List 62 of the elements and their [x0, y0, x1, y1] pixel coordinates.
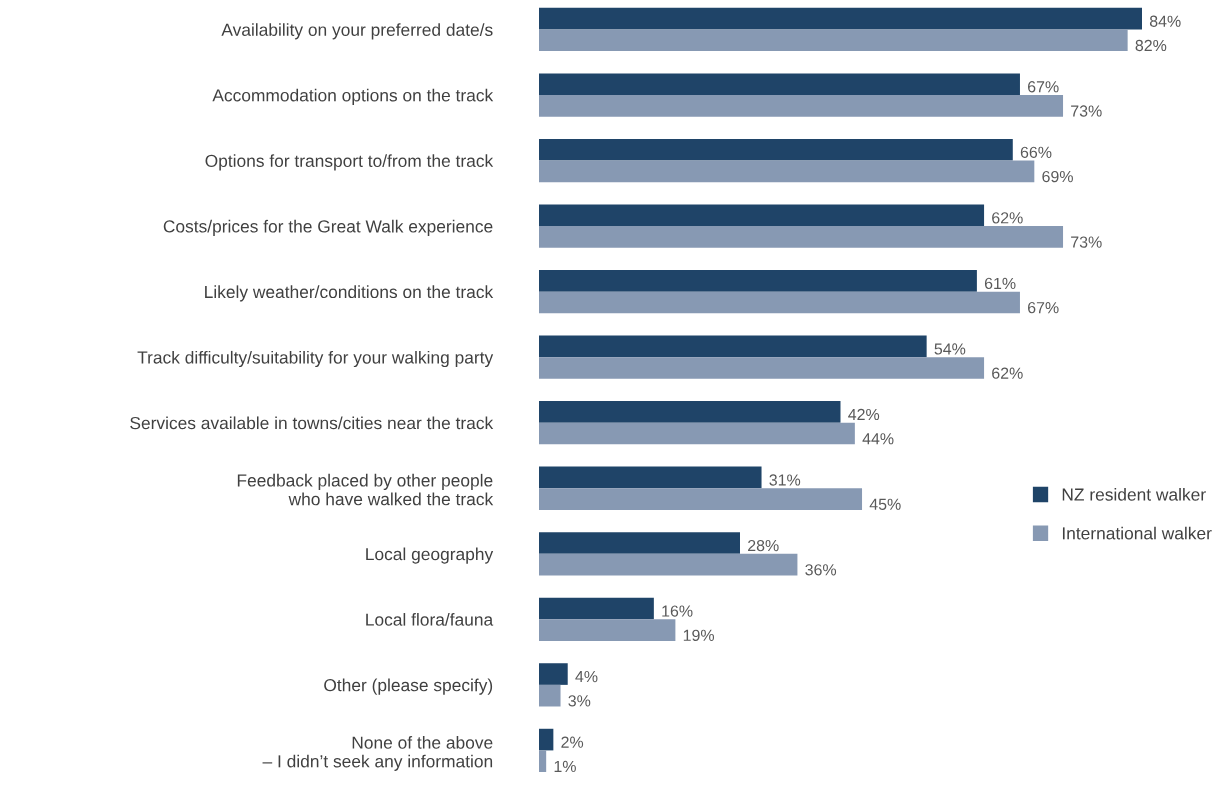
bar [539, 401, 841, 423]
data-label: 4% [575, 671, 598, 683]
bar [539, 684, 561, 707]
data-label: 62% [992, 212, 1023, 224]
bar [539, 291, 1020, 314]
bar [539, 95, 1064, 117]
bar [539, 160, 1035, 183]
bar [539, 750, 547, 773]
data-label: 3% [568, 695, 591, 707]
y-tick-label: Track difficulty/suitability for your walking party [137, 350, 494, 368]
data-label: 67% [1028, 301, 1059, 314]
data-label: 61% [984, 277, 1016, 290]
bar [539, 335, 927, 358]
y-tick-label: Accommodation options on the track [212, 88, 494, 105]
bar [539, 73, 1020, 96]
data-label: 73% [1071, 105, 1102, 117]
bar [539, 597, 654, 620]
data-label: 28% [748, 539, 779, 552]
data-label: 16% [662, 605, 693, 617]
legend-label: NZ resident walker [1062, 487, 1206, 501]
y-tick-label: Likely weather/conditions on the track [205, 285, 494, 302]
y-tick-label: Services available in towns/cities near the track [130, 416, 494, 430]
bar [539, 422, 855, 445]
data-label: 82% [1135, 39, 1167, 52]
bar [539, 466, 762, 489]
legend-label: International walker [1062, 526, 1212, 540]
bar [539, 488, 863, 510]
y-tick-label: Local geography [366, 547, 494, 564]
data-label: 66% [1020, 146, 1052, 158]
data-label: 2% [561, 736, 584, 748]
y-tick-label: Feedback placed by other people who have walked the track [237, 473, 494, 506]
data-label: 19% [683, 629, 715, 641]
data-label: 73% [1071, 236, 1102, 248]
data-label: 67% [1028, 81, 1059, 93]
y-tick-label: Availability on your preferred date/s [221, 23, 493, 40]
bar [539, 728, 554, 751]
y-tick-label: Other (please specify) [324, 678, 493, 695]
y-tick-label: None of the above – I didn’t seek any information [262, 736, 493, 771]
data-label: 44% [862, 433, 894, 445]
bar [539, 532, 740, 554]
bar [539, 619, 676, 641]
data-label: 69% [1042, 170, 1073, 183]
bar [539, 7, 1142, 30]
data-label: 45% [869, 498, 901, 510]
data-label: 1% [554, 760, 576, 772]
bar [539, 553, 798, 576]
bar [539, 204, 985, 227]
y-tick-label: Costs/prices for the Great Walk experience [163, 219, 493, 236]
data-label: 84% [1149, 15, 1181, 27]
data-label: 42% [848, 408, 880, 421]
data-label: 31% [769, 474, 801, 486]
data-label: 62% [992, 367, 1023, 379]
bar [539, 270, 977, 292]
data-label: 36% [805, 564, 837, 576]
bar [539, 138, 1013, 161]
data-label: 54% [934, 343, 966, 355]
y-tick-label: Options for transport to/from the track [205, 154, 494, 171]
bar [539, 663, 568, 685]
bar [539, 357, 985, 379]
bar [539, 29, 1128, 52]
y-tick-label: Local flora/fauna [366, 613, 494, 626]
bar [539, 226, 1064, 248]
